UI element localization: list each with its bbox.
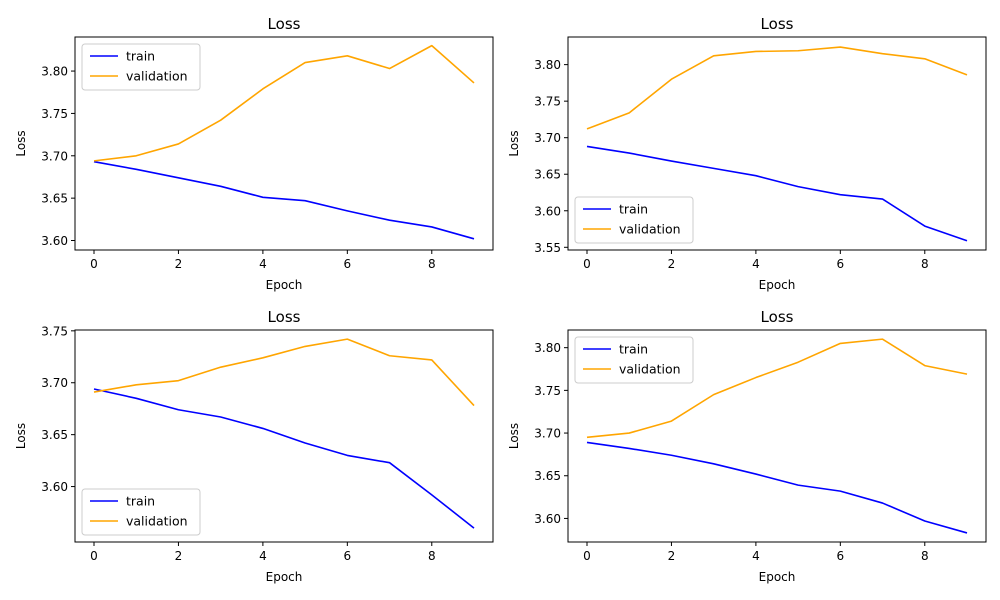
legend: train validation <box>81 488 201 536</box>
x-axis-label: Epoch <box>759 278 796 292</box>
y-tick-label: 3.70 <box>534 427 561 441</box>
y-tick-label: 3.70 <box>41 376 68 390</box>
x-tick-label: 4 <box>752 257 760 271</box>
x-tick-label: 6 <box>837 549 845 563</box>
axes-frame <box>567 329 987 543</box>
y-tick-label: 3.75 <box>534 95 561 109</box>
x-axis-label: Epoch <box>759 570 796 584</box>
series-line-train <box>93 388 475 529</box>
x-tick-label: 0 <box>90 257 98 271</box>
y-tick-label: 3.80 <box>534 58 561 72</box>
y-axis-label: Loss <box>507 130 521 156</box>
axes-frame <box>74 329 494 543</box>
x-tick-label: 2 <box>175 257 183 271</box>
x-tick-label: 8 <box>921 257 929 271</box>
legend-label-validation: validation <box>619 222 681 237</box>
y-axis-label: Loss <box>507 423 521 449</box>
x-axis-label: Epoch <box>266 278 303 292</box>
y-tick-label: 3.70 <box>41 149 68 163</box>
y-tick-label: 3.70 <box>534 131 561 145</box>
y-tick-label: 3.75 <box>41 324 68 338</box>
x-tick-label: 2 <box>175 549 183 563</box>
x-tick-label: 6 <box>344 257 352 271</box>
series-line-validation <box>93 338 475 407</box>
axes-frame <box>567 36 987 251</box>
x-tick-label: 2 <box>668 549 676 563</box>
y-tick-label: 3.75 <box>41 107 68 121</box>
y-tick-label: 3.60 <box>41 480 68 494</box>
y-axis-label: Loss <box>14 423 28 449</box>
legend-label-train: train <box>126 494 155 509</box>
x-tick-label: 2 <box>668 257 676 271</box>
legend-label-validation: validation <box>126 69 188 84</box>
y-tick-label: 3.80 <box>41 65 68 79</box>
chart-title: Loss <box>268 308 301 326</box>
x-tick-label: 4 <box>259 257 267 271</box>
chart-panel-2: Loss Epoch Loss 0 2 4 6 8 3.55 3.60 3.65 3.70 3.75 3.… <box>507 15 987 292</box>
x-tick-label: 6 <box>837 257 845 271</box>
chart-title: Loss <box>268 15 301 33</box>
legend: train validation <box>81 43 201 91</box>
y-tick-label: 3.60 <box>41 234 68 248</box>
series-line-validation <box>586 46 968 130</box>
series-line-train <box>586 441 968 534</box>
y-tick-label: 3.65 <box>41 192 68 206</box>
x-tick-label: 8 <box>428 257 436 271</box>
legend: train validation <box>574 196 694 244</box>
x-tick-label: 6 <box>344 549 352 563</box>
x-tick-label: 0 <box>583 549 591 563</box>
legend: train validation <box>574 336 694 384</box>
legend-label-train: train <box>126 49 155 64</box>
x-tick-label: 0 <box>583 257 591 271</box>
x-tick-label: 4 <box>259 549 267 563</box>
y-tick-label: 3.80 <box>534 341 561 355</box>
y-tick-label: 3.65 <box>534 469 561 483</box>
y-tick-label: 3.65 <box>41 428 68 442</box>
x-axis-label: Epoch <box>266 570 303 584</box>
legend-label-validation: validation <box>126 514 188 529</box>
series-line-validation <box>586 338 968 439</box>
x-tick-label: 8 <box>921 549 929 563</box>
y-tick-label: 3.65 <box>534 168 561 182</box>
y-tick-label: 3.60 <box>534 512 561 526</box>
y-axis-label: Loss <box>14 130 28 156</box>
axes-frame <box>74 36 494 251</box>
y-tick-label: 3.55 <box>534 241 561 255</box>
x-tick-label: 0 <box>90 549 98 563</box>
chart-panel-3: Loss Epoch Loss 0 2 4 6 8 3.60 3.65 3.70 3.75 train v… <box>14 308 494 584</box>
chart-panel-4: Loss Epoch Loss 0 2 4 6 8 3.60 3.65 3.70 3.75 3.80 tr… <box>507 308 987 584</box>
chart-title: Loss <box>761 15 794 33</box>
x-tick-label: 4 <box>752 549 760 563</box>
legend-label-train: train <box>619 202 648 217</box>
y-tick-label: 3.60 <box>534 204 561 218</box>
x-tick-label: 8 <box>428 549 436 563</box>
legend-label-validation: validation <box>619 362 681 377</box>
chart-title: Loss <box>761 308 794 326</box>
chart-panel-1: Loss Epoch Loss 0 2 4 6 8 3.60 3.65 3.70 3.75 3.80 tr… <box>14 15 494 292</box>
series-line-train <box>586 145 968 242</box>
y-tick-label: 3.75 <box>534 384 561 398</box>
series-line-train <box>93 160 475 240</box>
series-line-validation <box>93 44 475 162</box>
legend-label-train: train <box>619 342 648 357</box>
